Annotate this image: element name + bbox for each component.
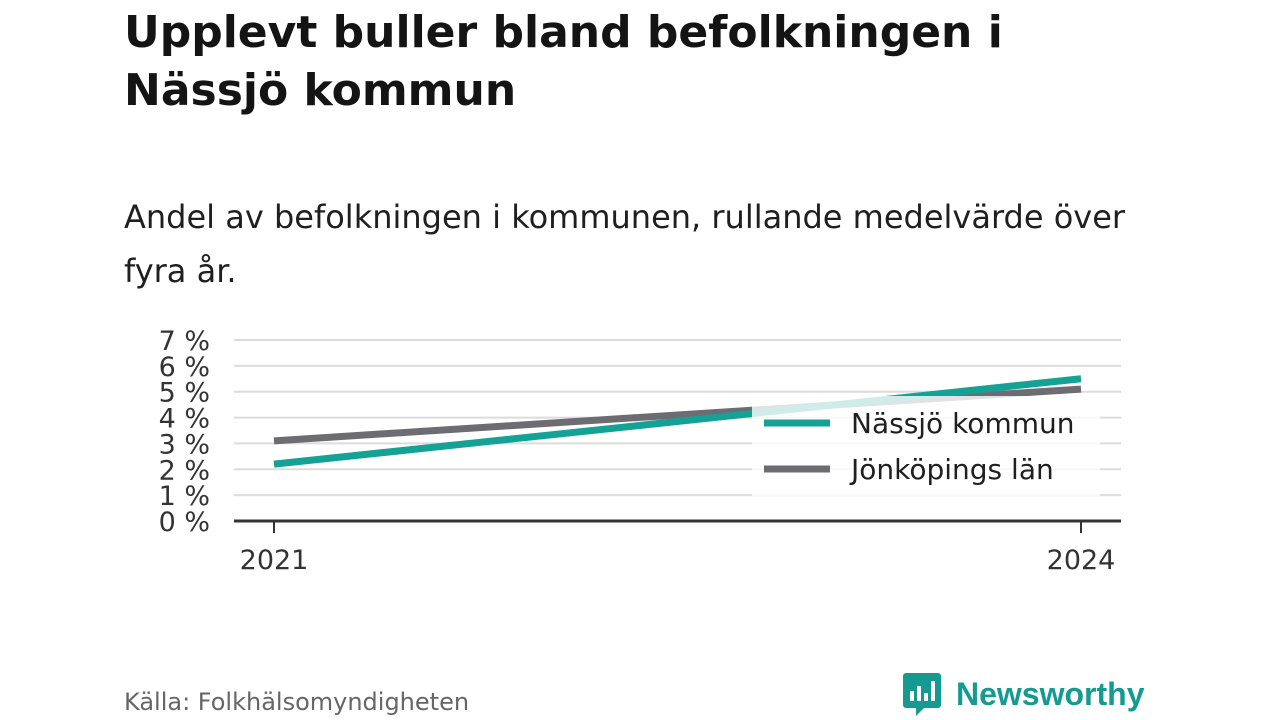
x-tick-label: 2024 xyxy=(1047,545,1116,576)
y-tick-label: 2 % xyxy=(159,455,210,486)
x-axis: 2021 2024 xyxy=(234,519,1121,576)
newsworthy-logo-icon xyxy=(903,673,941,716)
y-tick-label: 0 % xyxy=(159,507,210,538)
y-axis-tick-labels: 0 %1 %2 %3 %4 %5 %6 %7 % xyxy=(159,326,210,538)
y-tick-label: 4 % xyxy=(159,404,210,435)
legend-background xyxy=(752,396,1100,496)
y-tick-label: 7 % xyxy=(159,326,210,357)
source-note: Källa: Folkhälsomyndigheten xyxy=(124,688,470,716)
chart-subtitle: Andel av befolkningen i kommunen, rullan… xyxy=(124,198,1126,290)
legend: Nässjö kommun Jönköpings län xyxy=(752,396,1100,496)
brand-name: Newsworthy xyxy=(956,675,1145,712)
x-tick-label: 2021 xyxy=(240,545,309,576)
y-tick-label: 1 % xyxy=(159,481,210,512)
legend-label: Nässjö kommun xyxy=(851,407,1074,440)
y-tick-label: 5 % xyxy=(159,378,210,409)
chart-title: Upplevt buller bland befolkningen i Näss… xyxy=(124,7,1003,116)
brand-logo: Newsworthy xyxy=(902,671,1144,717)
y-tick-label: 3 % xyxy=(159,429,210,460)
y-tick-label: 6 % xyxy=(159,352,210,383)
legend-label: Jönköpings län xyxy=(849,453,1054,486)
series-line xyxy=(273,375,1082,468)
